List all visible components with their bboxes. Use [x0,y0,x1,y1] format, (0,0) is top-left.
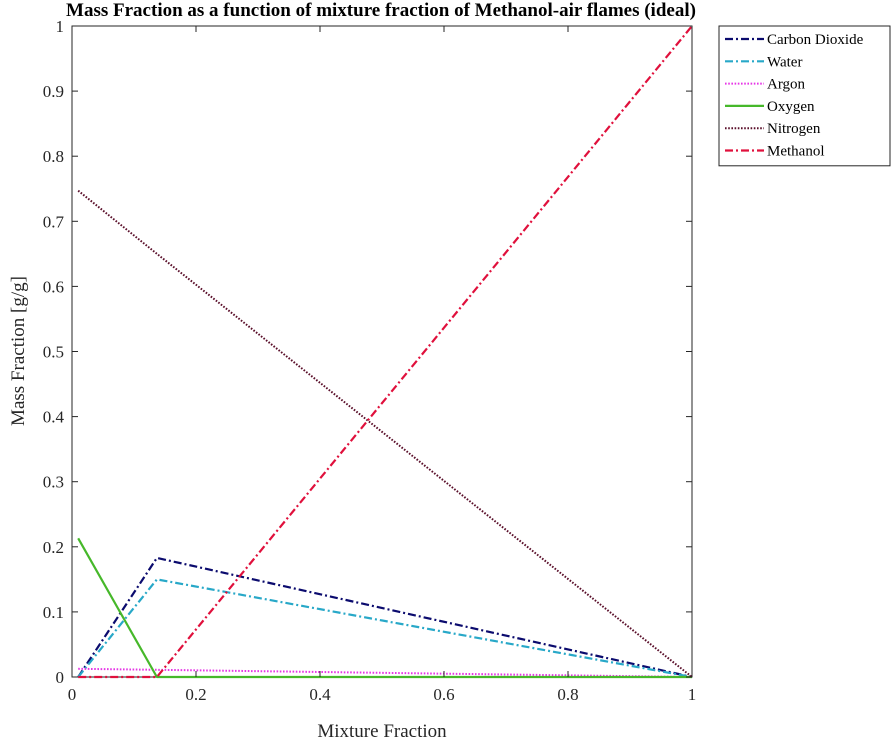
series-line-nitrogen [77,189,693,678]
y-axis-label: Mass Fraction [g/g] [8,276,29,426]
legend: Carbon Dioxide Water Argon Oxygen Nitrogen Me… [718,25,891,167]
series-line-methanol [78,25,693,679]
x-tick-label: 0.4 [309,685,331,704]
y-tick-label: 0 [56,668,65,687]
legend-entry: Oxygen [767,99,815,115]
x-axis-label: Mixture Fraction [317,721,447,739]
plot-area-border [71,25,693,678]
y-tick-label: 0.4 [43,408,65,427]
legend-entry: Water [767,54,802,70]
y-tick-label: 0.6 [43,277,64,296]
y-tick-label: 0.3 [43,473,64,492]
ticks-layer: 0 0.2 0.4 0.6 0.8 1 0 0.1 0.2 0.3 0.4 0.5 0.6 0.7 0.8 0… [43,17,697,704]
y-tick-label: 0.7 [43,212,65,231]
series-line-carbon-dioxide [77,556,693,679]
series-line-water [77,578,693,679]
chart-title: Mass Fraction as a function of mixture f… [66,0,696,21]
x-tick-label: 0.2 [185,685,206,704]
legend-entry: Argon [767,77,806,93]
legend-entry: Methanol [767,144,825,160]
series-layer [77,25,693,679]
plot-frame [71,25,693,678]
series-line-argon [78,667,693,678]
y-tick-label: 1 [56,17,65,36]
legend-box [718,25,891,167]
legend-entry: Carbon Dioxide [767,32,864,48]
y-tick-label: 0.5 [43,343,64,362]
x-tick-label: 1 [688,685,697,704]
y-tick-label: 0.8 [43,147,64,166]
x-tick-label: 0.8 [557,685,578,704]
y-tick-label: 0.1 [43,603,64,622]
y-tick-label: 0.2 [43,538,64,557]
y-tick-label: 0.9 [43,82,64,101]
series-line-oxygen [77,537,692,679]
legend-entry: Nitrogen [767,121,821,137]
x-tick-label: 0 [68,685,77,704]
x-tick-label: 0.6 [433,685,454,704]
